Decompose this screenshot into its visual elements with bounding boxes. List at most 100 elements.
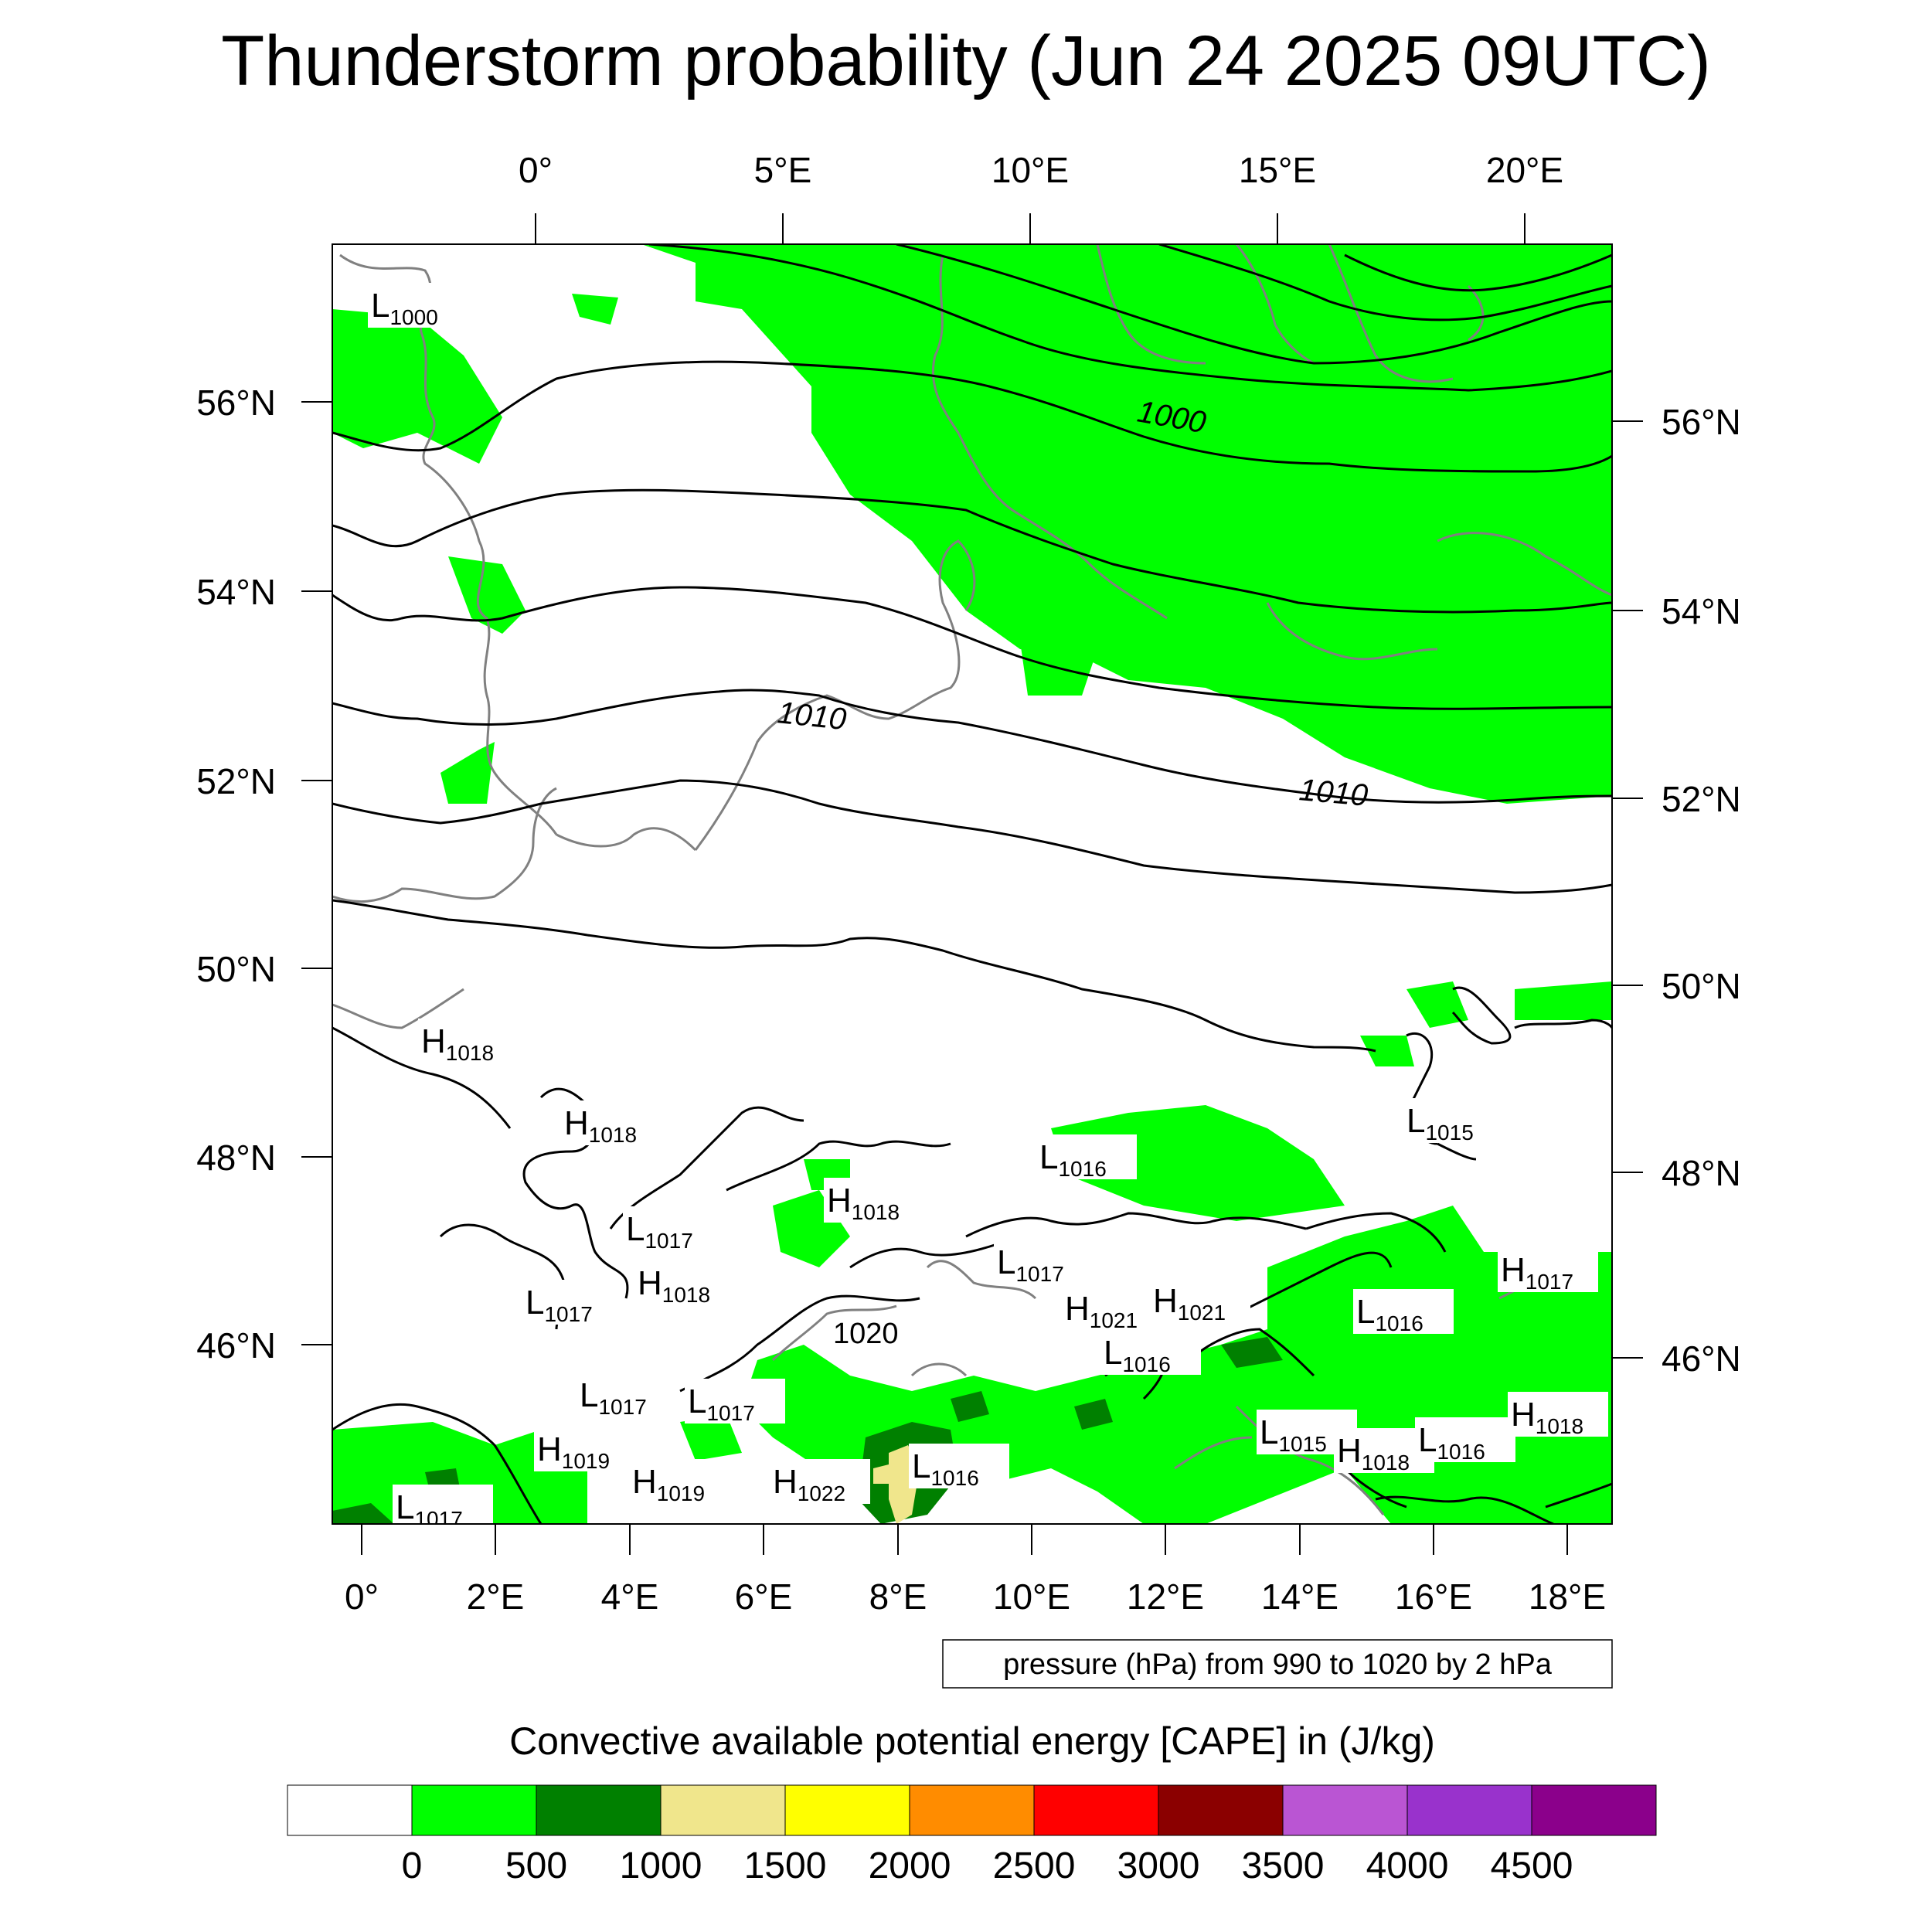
- top-tick-label: 20°E: [1486, 150, 1563, 190]
- contour-label: 1020: [833, 1318, 899, 1350]
- pressure-centers: L1000 H1018 H1018 L1017 L1017 H1018 H1018 L1017…: [368, 283, 1608, 1531]
- right-axis-labels: 56°N 54°N 52°N 50°N 48°N 46°N: [1662, 402, 1741, 1379]
- colorbar-swatch: [411, 1784, 537, 1836]
- pressure-center-label: L1017: [997, 1243, 1064, 1286]
- pressure-center-label: L1017: [526, 1284, 593, 1326]
- colorbar-tick-label: 1500: [744, 1845, 827, 1886]
- pressure-center-label: L1017: [688, 1383, 755, 1425]
- pressure-center: H1018: [561, 1100, 662, 1147]
- left-tick-label: 48°N: [196, 1138, 276, 1178]
- pressure-center-label: L1017: [580, 1376, 647, 1419]
- pressure-center-label: L1016: [1104, 1334, 1171, 1376]
- pressure-center-label: L1016: [912, 1447, 979, 1490]
- colorbar-swatch: [287, 1784, 413, 1836]
- contour-label: 1010: [776, 696, 848, 736]
- left-tick-label: 46°N: [196, 1325, 276, 1366]
- pressure-center: H1018: [634, 1260, 735, 1307]
- pressure-center-label: H1019: [537, 1430, 610, 1473]
- right-tick-label: 54°N: [1662, 591, 1741, 631]
- pressure-center: L1016: [1100, 1330, 1201, 1376]
- colorbar-swatch: [1033, 1784, 1159, 1836]
- bottom-tick-label: 12°E: [1127, 1577, 1204, 1617]
- colorbar-swatch: [660, 1784, 786, 1836]
- pressure-center: H1018: [824, 1178, 924, 1224]
- pressure-center-label: L1016: [1418, 1421, 1485, 1464]
- bottom-tick-label: 14°E: [1261, 1577, 1338, 1617]
- axis-ticks: [301, 213, 1643, 1555]
- right-tick-label: 50°N: [1662, 966, 1741, 1006]
- pressure-center-label: H1017: [1501, 1251, 1573, 1294]
- pressure-center: H1019: [629, 1459, 730, 1505]
- left-tick-label: 52°N: [196, 761, 276, 801]
- colorbar-swatch: [1531, 1784, 1657, 1836]
- bottom-tick-label: 0°: [345, 1577, 379, 1617]
- pressure-center: L1017: [994, 1240, 1094, 1286]
- colorbar-tick-label: 2000: [869, 1845, 951, 1886]
- right-tick-label: 56°N: [1662, 402, 1741, 442]
- top-tick-label: 0°: [519, 150, 553, 190]
- colorbar-swatch: [1282, 1784, 1408, 1836]
- contour-info-box: pressure (hPa) from 990 to 1020 by 2 hPa: [942, 1639, 1613, 1689]
- pressure-center: L1016: [1036, 1134, 1137, 1181]
- contour-label: 1010: [1298, 773, 1369, 813]
- left-tick-label: 54°N: [196, 572, 276, 612]
- pressure-center: L1017: [685, 1379, 785, 1425]
- pressure-center: L1016: [909, 1444, 1009, 1490]
- top-tick-label: 5°E: [754, 150, 812, 190]
- pressure-center-label: H1018: [421, 1022, 494, 1065]
- bottom-tick-label: 8°E: [869, 1577, 927, 1617]
- pressure-center-label: H1018: [827, 1182, 900, 1224]
- bottom-tick-label: 6°E: [735, 1577, 793, 1617]
- right-tick-label: 52°N: [1662, 779, 1741, 819]
- pressure-center: L1017: [522, 1280, 623, 1326]
- pressure-center: H1019: [534, 1427, 634, 1473]
- pressure-center-label: H1018: [1337, 1432, 1410, 1475]
- pressure-center-label: H1021: [1065, 1290, 1138, 1332]
- pressure-center: L1016: [1415, 1417, 1515, 1464]
- left-tick-label: 56°N: [196, 383, 276, 423]
- pressure-center-label: H1018: [638, 1264, 710, 1307]
- pressure-center-label: L1016: [1039, 1138, 1107, 1181]
- pressure-center: H1018: [418, 1019, 519, 1065]
- pressure-center-label: L1015: [1406, 1102, 1474, 1145]
- pressure-center: H1022: [770, 1459, 870, 1505]
- pressure-center: H1018: [1508, 1392, 1608, 1438]
- colorbar-tick-label: 2500: [993, 1845, 1076, 1886]
- left-tick-label: 50°N: [196, 949, 276, 989]
- colorbar-tick-label: 0: [402, 1845, 423, 1886]
- pressure-center-label: L1017: [396, 1488, 463, 1531]
- pressure-center: L1017: [393, 1485, 493, 1531]
- colorbar-swatch: [784, 1784, 910, 1836]
- pressure-center: L1017: [623, 1206, 723, 1253]
- pressure-center: H1021: [1062, 1286, 1162, 1332]
- pressure-center: L1017: [577, 1372, 677, 1419]
- map-title: Thunderstorm probability (Jun 24 2025 09…: [221, 22, 1711, 100]
- colorbar-title: Convective available potential energy [C…: [509, 1719, 1435, 1763]
- right-tick-label: 46°N: [1662, 1338, 1741, 1379]
- bottom-tick-label: 10°E: [993, 1577, 1070, 1617]
- colorbar-tick-label: 4000: [1366, 1845, 1449, 1886]
- pressure-center-label: L1016: [1356, 1293, 1423, 1335]
- pressure-center-label: H1022: [773, 1463, 845, 1505]
- left-axis-labels: 56°N 54°N 52°N 50°N 48°N 46°N: [196, 383, 276, 1366]
- colorbar-swatch: [536, 1784, 662, 1836]
- colorbar-tick-label: 4500: [1491, 1845, 1573, 1886]
- pressure-center-label: H1021: [1153, 1282, 1226, 1325]
- colorbar: 0 500 1000 1500 2000 2500 3000 3500 4000 4500: [287, 1784, 1657, 1886]
- bottom-tick-label: 2°E: [467, 1577, 525, 1617]
- bottom-tick-label: 4°E: [601, 1577, 659, 1617]
- colorbar-tick-label: 3000: [1117, 1845, 1200, 1886]
- plot-frame: [332, 243, 1613, 1525]
- colorbar-tick-label: 3500: [1242, 1845, 1325, 1886]
- pressure-center-label: H1019: [632, 1463, 705, 1505]
- colorbar-tick-label: 500: [505, 1845, 567, 1886]
- pressure-center: H1017: [1498, 1247, 1598, 1294]
- colorbar-swatch: [1158, 1784, 1284, 1836]
- top-tick-label: 15°E: [1239, 150, 1316, 190]
- colorbar-swatch: [1406, 1784, 1532, 1836]
- pressure-center-label: L1000: [371, 287, 438, 329]
- colorbar-tick-label: 1000: [620, 1845, 702, 1886]
- pressure-center: L1016: [1353, 1289, 1454, 1335]
- pressure-center-label: H1018: [1511, 1396, 1583, 1438]
